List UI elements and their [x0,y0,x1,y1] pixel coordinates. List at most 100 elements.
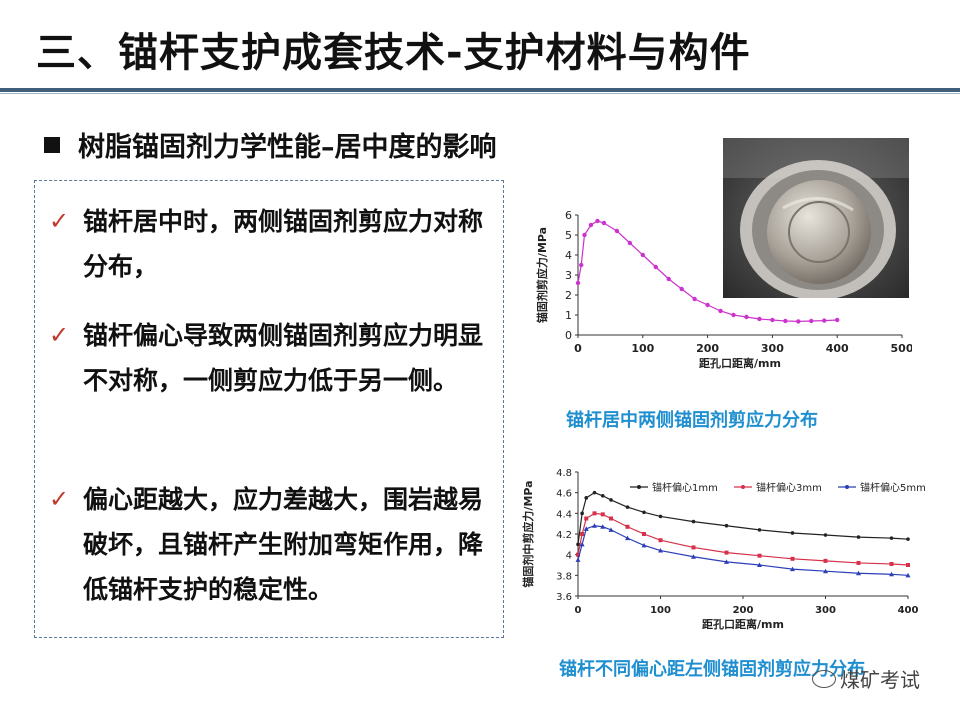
data-point [642,510,646,515]
data-point [823,558,828,563]
legend-marker [845,485,849,489]
data-point [783,318,788,324]
bullet-text: 锚杆居中时，两侧锚固剂剪应力对称分布， [83,207,484,281]
section-heading-text: 树脂锚固剂力学性能–居中度的影响 [78,132,497,163]
data-point [823,568,828,574]
data-point [790,566,795,572]
y-axis-label: 锚固剂中剪应力/MPa [521,480,535,587]
watermark-text: 煤矿考试 [840,668,920,692]
y-tick-label: 1 [565,309,572,322]
x-axis-label: 距孔口距离/mm [702,617,784,631]
series-line [577,525,909,576]
data-point [576,552,580,557]
x-tick-label: 500 [891,342,912,355]
data-point [809,318,814,324]
data-point [679,286,684,292]
data-point [588,222,594,228]
legend-label: 锚杆偏心3mm [756,481,822,494]
data-point [823,533,828,537]
data-point [731,312,736,318]
data-point [579,262,584,268]
legend-label: 锚杆偏心1mm [652,481,718,494]
title-divider-thin [0,93,960,94]
data-point [856,560,861,565]
data-point [835,317,840,323]
data-point [691,519,696,524]
data-point [666,276,671,282]
x-tick-label: 300 [815,605,836,616]
x-tick-label: 0 [574,342,582,355]
data-point [614,228,620,234]
data-point [640,252,645,258]
data-point [575,280,581,286]
data-point [592,511,597,516]
data-point [583,526,589,531]
data-point [592,490,597,495]
data-point [608,527,614,532]
data-point [757,528,762,532]
data-point [906,563,910,567]
shear-stress-chart-eccentric: 3.6 3.8 4 4.2 4.4 4.6 4.8 0 100 200 300 400 距孔口距离/mm… [521,468,926,631]
x-tick-label: 400 [898,605,919,616]
y-tick-label: 0 [565,329,572,342]
data-point [889,561,894,566]
y-tick-label: 4 [566,551,572,562]
wechat-icon [812,670,836,688]
bullet-item: ✓ 偏心距越大，应力差越大，围岩越易破坏，且锚杆产生附加弯矩作用，降低锚杆支护的… [49,477,497,612]
legend-marker [741,485,745,489]
y-tick-label: 3 [565,269,572,282]
data-point [625,524,630,529]
data-point [625,505,630,509]
bullet-item: ✓ 锚杆偏心导致两侧锚固剂剪应力明显不对称，一侧剪应力低于另一侧。 [49,313,497,403]
data-point [600,512,605,517]
data-point [856,535,861,539]
y-tick-label: 2 [565,289,572,302]
shear-stress-chart-centered: 0 1 2 3 4 5 6 0 100 200 300 400 500 距孔口距离/mm 锚固剂剪应力/MP… [535,209,912,370]
data-point [790,556,795,561]
checkmark-icon: ✓ [49,207,70,235]
data-point [592,523,597,528]
y-tick-label: 4.8 [556,468,572,479]
data-point [600,524,606,529]
data-point [584,516,589,521]
bolt-photo [723,138,909,298]
data-point [724,559,729,564]
data-point [691,554,696,559]
y-axis-label: 锚固剂剪应力/MPa [535,227,549,323]
watermark: 煤矿考试 [812,664,920,693]
data-point [770,317,775,323]
data-point [658,538,663,543]
data-point [609,498,613,502]
x-axis-label: 距孔口距离/mm [699,356,781,370]
x-tick-label: 0 [575,605,582,616]
y-tick-label: 5 [565,229,572,242]
y-tick-label: 4 [565,249,572,262]
data-point [595,218,600,224]
data-point [790,531,795,535]
data-point [889,571,894,577]
data-point [575,557,581,562]
data-point [580,511,584,516]
data-point [822,318,827,323]
data-point [653,264,658,270]
data-point [580,532,585,536]
bullet-item: ✓ 锚杆居中时，两侧锚固剂剪应力对称分布， [49,199,497,289]
data-point [718,308,723,314]
x-tick-label: 200 [733,605,754,616]
data-point [584,496,589,500]
data-point [906,537,910,541]
title-divider [0,88,960,92]
data-point [600,493,605,498]
y-tick-label: 4.2 [556,530,572,541]
bullet-box: ✓ 锚杆居中时，两侧锚固剂剪应力对称分布， ✓ 锚杆偏心导致两侧锚固剂剪应力明显… [34,180,504,638]
data-point [724,523,729,528]
data-point [579,541,585,547]
y-tick-label: 4.6 [556,489,572,500]
x-tick-label: 200 [696,342,719,355]
data-point [856,570,861,576]
bullet-text: 偏心距越大，应力差越大，围岩越易破坏，且锚杆产生附加弯矩作用，降低锚杆支护的稳定… [83,485,484,604]
x-tick-label: 400 [826,342,849,355]
data-point [641,542,647,548]
data-point [582,232,587,238]
checkmark-icon: ✓ [49,485,70,513]
